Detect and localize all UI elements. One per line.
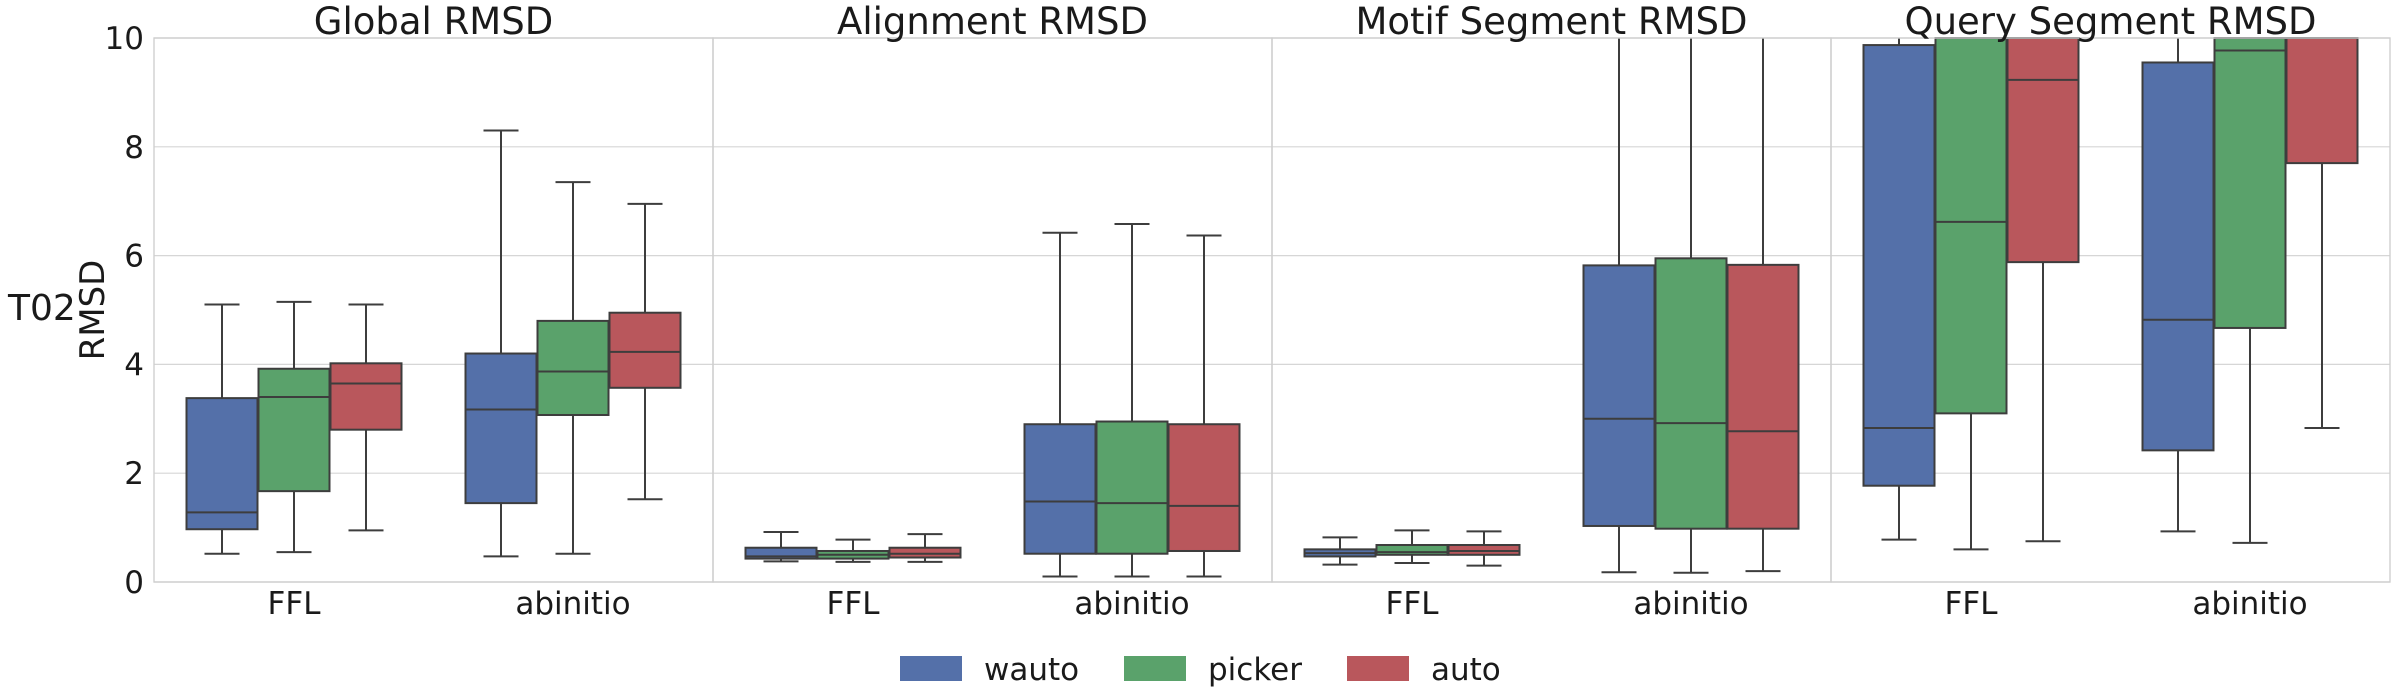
box-body [1582,264,1656,527]
legend-swatch-auto [1347,656,1409,681]
x-tick-label: FFL [827,586,881,622]
box-body [2213,37,2287,329]
box-picker-abinitio [2213,37,2287,544]
box-wauto-FFL [744,530,818,563]
box-body [2141,61,2215,452]
panel-title: Motif Segment RMSD [1355,0,1747,43]
box-auto-abinitio [2285,37,2359,430]
box-wauto-abinitio [464,129,538,558]
y-tick-label: 10 [105,21,144,57]
x-tick-label: FFL [1386,586,1440,622]
y-tick-label: 8 [124,130,144,166]
box-wauto-abinitio [1023,231,1097,578]
row-label: T02 [7,288,76,329]
x-tick-label: FFL [1945,586,1999,622]
box-picker-FFL [816,538,890,563]
box-picker-abinitio [536,181,610,555]
box-body [608,311,682,389]
legend: wauto picker auto [900,652,1501,688]
x-tick-label: abinitio [2192,586,2307,622]
legend-label: picker [1208,652,1302,688]
box-body [1934,37,2008,415]
box-auto-FFL [888,533,962,563]
y-tick-label: 0 [124,565,144,601]
box-layer [185,37,2359,578]
y-tick-label: 6 [124,239,144,275]
panel-title: Alignment RMSD [837,0,1148,43]
box-body [1375,544,1449,556]
box-body [1862,44,1936,487]
box-body [464,352,538,505]
frame-layer [153,37,2391,583]
box-picker-FFL [1375,529,1449,564]
box-body [536,319,610,416]
y-tick-label: 4 [124,347,144,383]
panel-title: Global RMSD [314,0,553,43]
box-wauto-FFL [1862,38,1936,541]
box-wauto-abinitio [2141,38,2215,533]
panel-title: Query Segment RMSD [1904,0,2316,43]
x-tick-label: abinitio [515,586,630,622]
box-auto-FFL [2006,37,2080,543]
box-auto-abinitio [608,202,682,501]
legend-label: wauto [984,652,1079,688]
box-body [888,546,962,559]
box-picker-abinitio [1095,223,1169,578]
box-auto-FFL [329,303,403,532]
box-wauto-FFL [1303,536,1377,566]
panel-frame [1830,37,2391,583]
y-tick-label: 2 [124,456,144,492]
box-body [2285,37,2359,165]
box-body [1447,544,1521,556]
box-body [185,397,259,531]
box-wauto-abinitio [1582,38,1656,574]
box-body [257,367,331,493]
box-wauto-FFL [185,303,259,555]
box-body [2006,37,2080,264]
box-auto-abinitio [1167,234,1241,578]
box-body [1654,257,1728,530]
box-body [1726,263,1800,530]
box-auto-FFL [1447,530,1521,567]
box-picker-abinitio [1654,38,1728,574]
x-tick-label: FFL [268,586,322,622]
box-picker-FFL [257,300,331,554]
box-body [1167,423,1241,552]
legend-label: auto [1431,652,1501,688]
y-axis-label: RMSD [73,260,113,361]
box-body [1023,423,1097,555]
box-body [1095,420,1169,555]
x-tick-label: abinitio [1633,586,1748,622]
legend-swatch-picker [1124,656,1186,681]
legend-swatch-wauto [900,656,962,681]
x-tick-label: abinitio [1074,586,1189,622]
box-auto-abinitio [1726,38,1800,573]
box-body [329,362,403,431]
